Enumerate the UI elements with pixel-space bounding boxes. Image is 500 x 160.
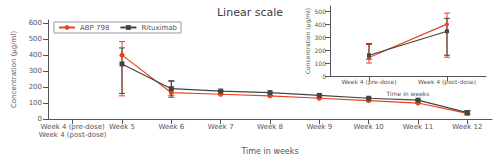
svg-text:100: 100 — [315, 60, 327, 67]
svg-text:0: 0 — [38, 115, 42, 123]
svg-text:Time in weeks: Time in weeks — [386, 90, 430, 97]
svg-text:Week 12: Week 12 — [452, 123, 482, 131]
svg-text:Week 4 (pre-dose): Week 4 (pre-dose) — [41, 123, 105, 131]
svg-text:Week 4 (post-dose): Week 4 (post-dose) — [39, 131, 107, 139]
svg-text:Week 6: Week 6 — [158, 123, 184, 131]
svg-text:Rituximab: Rituximab — [141, 24, 177, 32]
svg-text:Concentration (µg/ml): Concentration (µg/ml) — [304, 8, 312, 74]
svg-text:300: 300 — [29, 67, 42, 75]
svg-text:400: 400 — [29, 51, 42, 59]
svg-text:200: 200 — [29, 83, 42, 91]
svg-text:Week 8: Week 8 — [257, 123, 283, 131]
svg-text:Week 4 (post-dose): Week 4 (post-dose) — [418, 78, 476, 86]
svg-text:Week 11: Week 11 — [403, 123, 433, 131]
svg-text:Week 7: Week 7 — [208, 123, 234, 131]
svg-text:ABP 798: ABP 798 — [80, 24, 109, 32]
svg-text:Week 9: Week 9 — [306, 123, 332, 131]
svg-text:500: 500 — [29, 35, 42, 43]
svg-text:200: 200 — [315, 47, 327, 54]
svg-text:Concentration (µg/ml): Concentration (µg/ml) — [10, 31, 18, 108]
svg-text:500: 500 — [315, 8, 327, 15]
svg-text:Time in weeks: Time in weeks — [240, 147, 298, 156]
svg-text:600: 600 — [29, 19, 42, 27]
svg-text:Week 4 (pre-dose): Week 4 (pre-dose) — [341, 78, 396, 86]
svg-text:Week 5: Week 5 — [109, 123, 135, 131]
svg-text:Linear scale: Linear scale — [217, 6, 283, 19]
svg-text:100: 100 — [29, 99, 42, 107]
svg-text:0: 0 — [322, 73, 326, 80]
svg-text:Week 10: Week 10 — [354, 123, 384, 131]
svg-text:300: 300 — [315, 34, 327, 41]
svg-text:400: 400 — [315, 21, 327, 28]
